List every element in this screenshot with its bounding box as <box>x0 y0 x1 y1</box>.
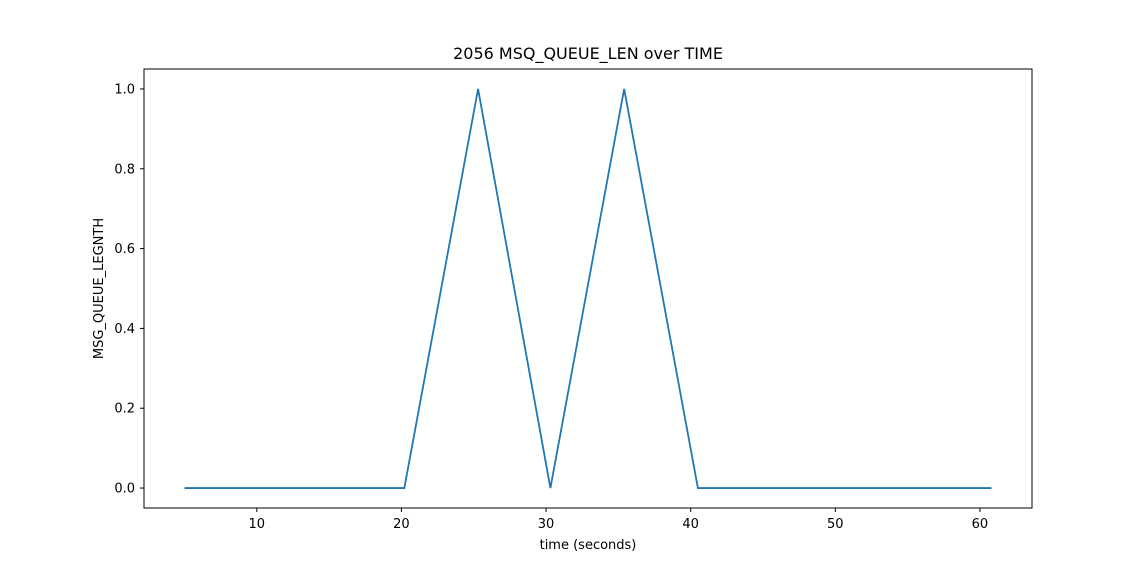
plot-area <box>143 68 1033 509</box>
x-tick-label: 30 <box>538 517 555 532</box>
y-tick-label: 0.4 <box>114 322 135 337</box>
y-axis-label: MSG_QUEUE_LEGNTH <box>92 218 107 359</box>
axes-frame <box>143 68 1033 509</box>
y-axis-ticks: 0.0 0.2 0.4 0.6 0.8 1.0 <box>114 82 144 497</box>
x-tick-label: 60 <box>972 517 989 532</box>
y-tick-label: 0.6 <box>114 242 135 257</box>
series-layer <box>184 88 992 489</box>
x-axis-ticks: 10 20 30 40 50 60 <box>249 508 989 532</box>
series-line-0 <box>184 88 992 489</box>
x-tick-label: 50 <box>827 517 844 532</box>
y-tick-label: 0.8 <box>114 162 135 177</box>
y-tick-label: 1.0 <box>114 82 135 97</box>
x-tick-label: 20 <box>393 517 410 532</box>
y-tick-label: 0.0 <box>114 482 135 497</box>
x-tick-label: 40 <box>682 517 699 532</box>
x-axis-label: time (seconds) <box>540 538 637 553</box>
x-tick-label: 10 <box>249 517 266 532</box>
y-tick-label: 0.2 <box>114 402 135 417</box>
chart-title: 2056 MSQ_QUEUE_LEN over TIME <box>453 44 723 64</box>
